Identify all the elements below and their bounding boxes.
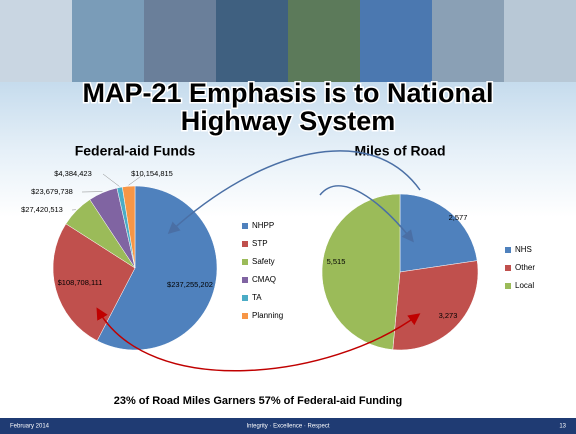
caption: 23% of Road Miles Garners 57% of Federal… (114, 395, 403, 407)
data-label: $10,154,815 (131, 169, 173, 178)
legend-swatch (505, 265, 511, 271)
slide: MAP-21 Emphasis is to NationalHighway Sy… (0, 0, 576, 434)
data-label: 2,577 (449, 213, 468, 222)
chart-title: Miles of Road (354, 143, 445, 159)
footer-motto: Integrity · Excellence · Respect (246, 424, 329, 430)
data-label: 3,273 (439, 311, 458, 320)
legend-label: Safety (252, 257, 275, 266)
chart-title: Federal-aid Funds (75, 143, 196, 159)
legend-swatch (242, 223, 248, 229)
data-label: $23,679,738 (31, 187, 73, 196)
legend-label: Other (515, 263, 535, 272)
legend-label: Local (515, 281, 534, 290)
legend-swatch (242, 277, 248, 283)
legend-swatch (242, 241, 248, 247)
legend-swatch (242, 313, 248, 319)
legend-label: STP (252, 239, 268, 248)
photo-strip (0, 0, 576, 82)
legend-label: NHPP (252, 221, 274, 230)
page-number: 13 (559, 424, 566, 430)
data-label: 5,515 (327, 257, 346, 266)
legend-label: Planning (252, 311, 283, 320)
legend-label: TA (252, 293, 262, 302)
legend-swatch (505, 247, 511, 253)
data-label: $108,708,111 (58, 278, 103, 287)
footer-date: February 2014 (10, 424, 50, 430)
legend-label: NHS (515, 245, 532, 254)
data-label: $27,420,513 (21, 205, 63, 214)
legend-label: CMAQ (252, 275, 276, 284)
data-label: $4,384,423 (54, 169, 92, 178)
legend-swatch (505, 283, 511, 289)
data-label: $237,255,202 (167, 280, 213, 289)
legend-swatch (242, 295, 248, 301)
legend-swatch (242, 259, 248, 265)
